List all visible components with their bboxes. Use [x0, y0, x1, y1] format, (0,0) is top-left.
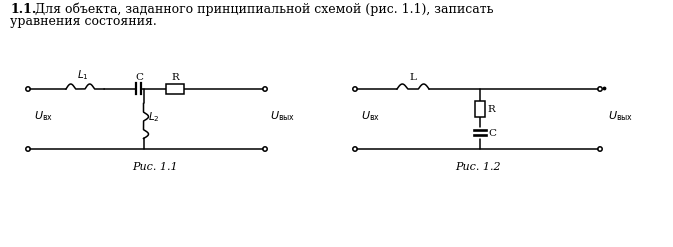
Text: C: C	[488, 128, 496, 138]
Bar	[166, 84, 184, 94]
Bar	[475, 101, 485, 117]
Text: $L_1$: $L_1$	[77, 68, 89, 82]
Text: Рис. 1.1: Рис. 1.1	[132, 162, 177, 172]
Text: $U_{\rm вх}$: $U_{\rm вх}$	[34, 109, 53, 123]
Text: Для объекта, заданного принципиальной схемой (рис. 1.1), записать: Для объекта, заданного принципиальной сх…	[35, 3, 493, 17]
Text: $U_{\rm вых}$: $U_{\rm вых}$	[608, 109, 633, 123]
Text: уравнения состояния.: уравнения состояния.	[10, 15, 157, 28]
Text: Рис. 1.2: Рис. 1.2	[455, 162, 500, 172]
Text: C: C	[135, 73, 143, 82]
Text: $L_2$: $L_2$	[149, 110, 160, 124]
Text: R: R	[171, 73, 179, 82]
Text: R: R	[487, 104, 495, 114]
Text: $U_{\rm вх}$: $U_{\rm вх}$	[361, 109, 380, 123]
Text: 1.1.: 1.1.	[10, 3, 36, 16]
Text: $U_{\rm вых}$: $U_{\rm вых}$	[270, 109, 295, 123]
Text: L: L	[410, 73, 417, 82]
